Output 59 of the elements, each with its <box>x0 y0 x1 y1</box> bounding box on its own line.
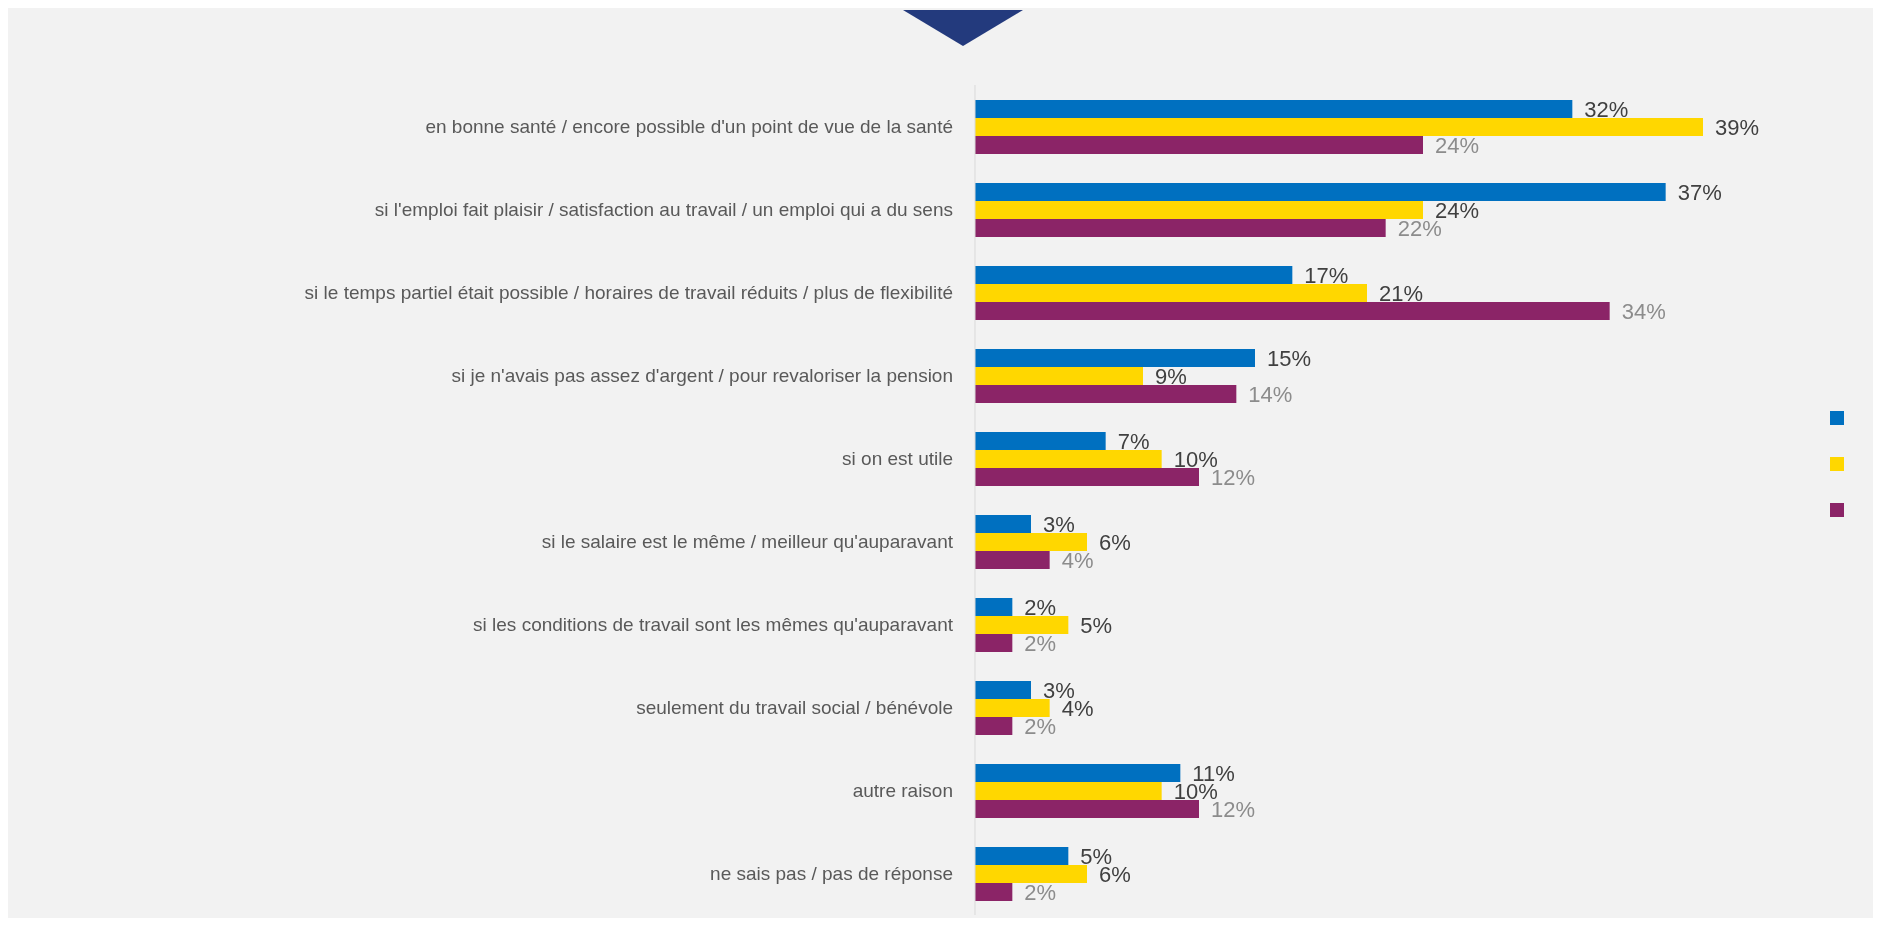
bar <box>975 183 1666 201</box>
data-label: 32% <box>1584 96 1629 122</box>
bar <box>975 515 1031 533</box>
data-label: 5% <box>1080 612 1113 638</box>
data-label: 2% <box>1024 630 1057 656</box>
y-tick-label: si on est utile <box>842 448 953 470</box>
data-label: 2% <box>1024 713 1057 739</box>
bar <box>975 468 1199 486</box>
data-label: 24% <box>1435 132 1480 158</box>
y-tick-label: en bonne santé / encore possible d'un point de vue de la santé <box>425 116 953 138</box>
bar <box>975 432 1106 450</box>
bar <box>975 598 1013 616</box>
bar <box>975 800 1199 818</box>
bar <box>975 883 1013 901</box>
data-label: 17% <box>1304 262 1349 288</box>
bar <box>975 284 1367 302</box>
bar <box>975 616 1069 634</box>
data-label: 34% <box>1621 298 1666 324</box>
data-label: 4% <box>1061 547 1094 573</box>
bar <box>975 349 1255 367</box>
data-label: 14% <box>1248 381 1293 407</box>
bar <box>975 533 1087 551</box>
y-tick-label: si le salaire est le même / meilleur qu'auparavant <box>541 531 954 553</box>
y-tick-label: si le temps partiel était possible / horaires de travail réduits / plus de flexibilité <box>304 282 953 304</box>
bar <box>975 681 1031 699</box>
data-label: 37% <box>1677 179 1722 205</box>
data-label: 3% <box>1043 511 1075 537</box>
y-tick-label: seulement du travail social / bénévole <box>636 697 953 719</box>
bar <box>975 367 1143 385</box>
data-label: 21% <box>1379 280 1424 306</box>
y-tick-label: si je n'avais pas assez d'argent / pour revaloriser la pension <box>451 365 953 387</box>
data-label: 9% <box>1155 363 1187 389</box>
y-tick-label: si les conditions de travail sont les mêmes qu'auparavant <box>473 614 954 636</box>
y-tick-label: si l'emploi fait plaisir / satisfaction au travail / un emploi qui a du sens <box>374 199 953 221</box>
data-label: 39% <box>1715 114 1760 140</box>
bar <box>975 847 1069 865</box>
bar <box>975 201 1423 219</box>
data-label: 2% <box>1024 594 1057 620</box>
bar <box>975 136 1423 154</box>
bar <box>975 764 1181 782</box>
bar <box>975 302 1610 320</box>
bar <box>975 450 1162 468</box>
bar <box>975 717 1013 735</box>
bar <box>975 551 1050 569</box>
bar <box>975 118 1703 136</box>
bar <box>975 865 1087 883</box>
bar <box>975 634 1013 652</box>
data-label: 2% <box>1024 879 1057 905</box>
bar <box>975 385 1237 403</box>
data-label: 7% <box>1117 428 1150 454</box>
bar <box>975 699 1050 717</box>
bar <box>975 100 1573 118</box>
bar <box>975 782 1162 800</box>
data-label: 15% <box>1267 345 1312 371</box>
bar <box>975 266 1293 284</box>
y-tick-label: ne sais pas / pas de réponse <box>710 863 953 885</box>
bar <box>975 219 1386 237</box>
y-tick-label: autre raison <box>852 780 953 802</box>
data-label: 6% <box>1099 529 1131 555</box>
